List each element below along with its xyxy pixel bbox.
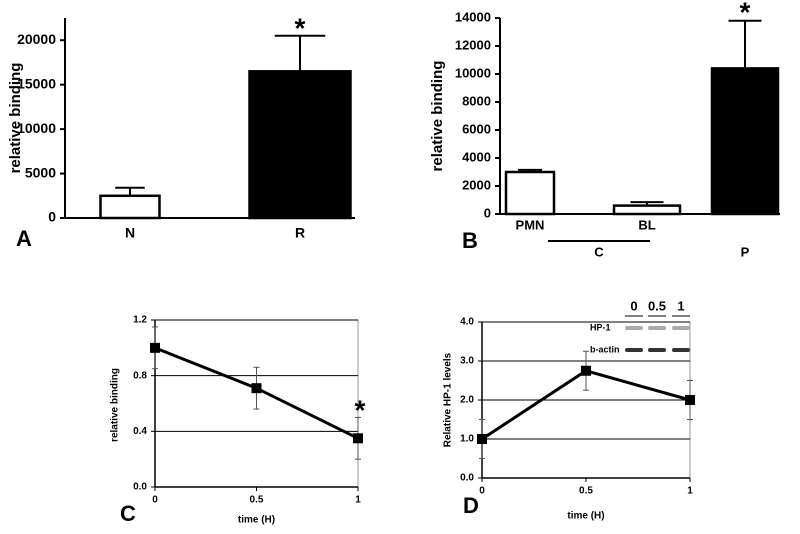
inset-lane-label: 1 [677,298,684,313]
x-tick-label: 0 [479,486,485,497]
y-tick-label: 14000 [455,9,491,24]
annotation: * [355,394,366,425]
x-tick-label: PMN [516,217,545,232]
group-label: C [594,244,604,259]
x-tick-label: 1 [355,495,361,506]
y-axis-label: relative binding [429,61,446,172]
bar [710,67,780,216]
annotation: * [740,0,751,27]
y-tick-label: 15000 [17,75,56,91]
x-tick-label: 0.5 [579,486,593,497]
blot-band [648,348,666,352]
y-tick-label: 2000 [462,177,491,192]
panel-label: A [16,226,32,251]
data-point [685,395,695,405]
annotation: * [295,12,306,43]
y-axis-label: relative binding [7,63,24,174]
y-tick-label: 6000 [462,121,491,136]
x-tick-label: BL [638,217,655,232]
y-tick-label: 10000 [17,120,56,136]
y-tick-label: 0 [484,205,491,220]
y-tick-label: 1.2 [133,315,147,326]
y-axis-label: Relative HP-1 levels [443,352,454,447]
data-point [353,433,363,444]
data-point [477,434,487,444]
x-tick-label: 1 [687,486,693,497]
x-tick-label: 0.5 [250,495,264,506]
y-tick-label: 20000 [17,31,56,47]
x-tick-label: P [741,244,750,259]
y-tick-label: 4000 [462,149,491,164]
panel-label: D [463,493,479,518]
y-tick-label: 10000 [455,65,491,80]
panel-label: B [462,228,478,253]
inset-row-label: b-actin [590,344,620,354]
blot-band [672,326,690,330]
y-axis-label: relative binding [110,368,121,442]
bar [612,204,682,216]
bar [504,170,556,216]
data-point [581,365,591,376]
y-tick-label: 5000 [25,164,56,180]
y-tick-label: 4.0 [460,317,474,328]
bar [248,70,352,220]
y-tick-label: 8000 [462,93,491,108]
y-tick-label: 0 [48,209,56,225]
y-tick-label: 12000 [455,37,491,52]
blot-band [625,348,643,352]
y-tick-label: 0.8 [133,370,147,381]
y-tick-label: 2.0 [460,395,474,406]
y-tick-label: 3.0 [460,356,474,367]
data-point [150,342,160,353]
x-tick-label: N [125,225,135,241]
inset-lane-label: 0 [630,298,637,313]
inset-row-label: HP-1 [590,322,611,332]
inset-lane-label: 0.5 [648,298,666,313]
y-tick-label: 0.0 [133,482,147,493]
bar [99,194,161,220]
blot-band [625,326,643,330]
panel-label: C [120,501,136,526]
y-tick-label: 0.4 [133,426,147,437]
x-tick-label: R [295,225,305,241]
x-tick-label: 0 [152,495,158,506]
x-axis-label: time (H) [567,511,604,522]
y-tick-label: 1.0 [460,434,474,445]
data-point [251,383,262,394]
blot-band [648,326,666,330]
blot-band [672,348,690,352]
y-tick-label: 0.0 [460,473,474,484]
x-axis-label: time (H) [238,515,275,526]
